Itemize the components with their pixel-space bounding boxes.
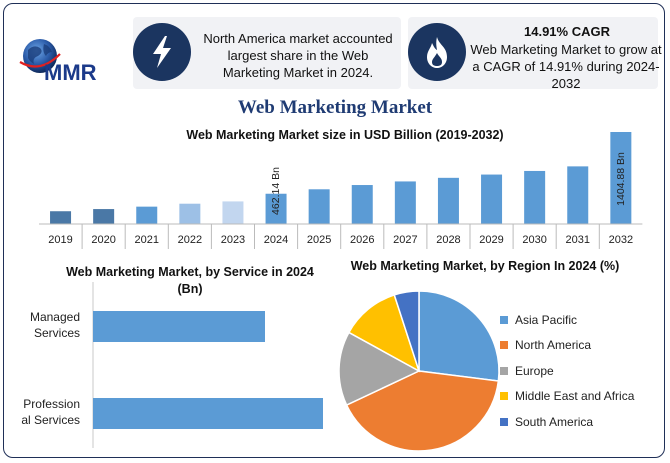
x-tick-2027: 2027 xyxy=(393,234,417,246)
service-label-1-0: Profession xyxy=(23,397,80,411)
bar-2025 xyxy=(308,189,330,224)
x-tick-2028: 2028 xyxy=(436,234,460,246)
region-pie-chart xyxy=(338,290,500,452)
flame-icon xyxy=(408,23,466,81)
pie-legend: Asia Pacific North America Europe Middle Ea… xyxy=(500,307,634,435)
service-label-0-1: Services xyxy=(34,326,80,340)
pie-slice-asia-pacific xyxy=(418,290,500,382)
pie-slice-north-america xyxy=(345,370,500,452)
x-tick-2031: 2031 xyxy=(566,234,590,246)
service-label-0-0: Managed xyxy=(30,310,80,324)
mmr-logo: MMR xyxy=(19,39,97,85)
x-tick-2019: 2019 xyxy=(48,234,72,246)
logo-text: MMR xyxy=(44,60,97,85)
data-label-2032: 1404.88 Bn xyxy=(615,152,627,206)
bar-2026 xyxy=(351,185,373,224)
bar-2032 xyxy=(610,132,632,224)
bar-2031 xyxy=(567,166,589,224)
x-tick-2024: 2024 xyxy=(264,234,288,246)
legend-label: Asia Pacific xyxy=(515,312,578,327)
service-bar-0 xyxy=(93,311,265,342)
bar-2024 xyxy=(265,193,287,224)
legend-label: Middle East and Africa xyxy=(515,389,635,404)
legend-item-north-america: North America xyxy=(500,333,634,359)
x-tick-2022: 2022 xyxy=(178,234,202,246)
bar-2027 xyxy=(394,181,416,224)
x-tick-2020: 2020 xyxy=(91,234,115,246)
x-tick-2029: 2029 xyxy=(479,234,503,246)
service-label-1-1: al Services xyxy=(21,413,80,427)
x-tick-2021: 2021 xyxy=(135,234,159,246)
legend-swatch xyxy=(500,417,508,426)
service-chart-title: Web Marketing Market, by Service in 2024… xyxy=(66,265,314,296)
legend-item-asia-pacific: Asia Pacific xyxy=(500,307,634,333)
pie-chart-title: Web Marketing Market, by Region In 2024 … xyxy=(350,259,620,273)
x-tick-2026: 2026 xyxy=(350,234,374,246)
cagr-heading: 14.91% CAGR xyxy=(524,24,610,39)
market-size-bar-chart: 2019 2020 2021 2022 2023 2024 2025 2026 2027 2028… xyxy=(39,132,643,249)
legend-item-middle-east-and-africa: Middle East and Africa xyxy=(500,384,634,410)
legend-item-south-america: South America xyxy=(500,409,634,435)
globe-icon xyxy=(19,39,61,73)
bar-2023 xyxy=(222,201,244,224)
x-tick-2032: 2032 xyxy=(609,234,633,246)
legend-swatch xyxy=(500,366,508,375)
legend-swatch xyxy=(500,315,508,324)
service-bar-1 xyxy=(93,398,323,429)
legend-swatch xyxy=(500,392,508,401)
bar-2022 xyxy=(179,203,201,224)
legend-swatch xyxy=(500,341,508,350)
main-title: Web Marketing Market xyxy=(237,97,433,118)
lightning-bolt-icon xyxy=(133,23,191,81)
data-label-2024: 462.14 Bn xyxy=(270,167,282,215)
legend-label: South America xyxy=(515,414,594,429)
x-tick-2030: 2030 xyxy=(522,234,546,246)
x-tick-2023: 2023 xyxy=(221,234,245,246)
bar-2019 xyxy=(50,211,72,224)
info-text-cagr: Web Marketing Market to grow at a CAGR o… xyxy=(470,42,662,91)
service-bar-chart: Managed Services Profession al Services xyxy=(21,282,323,448)
bar-2021 xyxy=(136,206,158,224)
bar-2028 xyxy=(437,177,459,224)
info-text-north-america: North America market accounted largest s… xyxy=(203,31,393,80)
legend-label: Europe xyxy=(515,363,554,378)
pie-slice-middle-east-and-africa xyxy=(347,293,421,373)
pie-slice-south-america xyxy=(393,290,420,372)
legend-item-europe: Europe xyxy=(500,358,634,384)
bar-2030 xyxy=(524,170,546,224)
bar-chart-title: Web Marketing Market size in USD Billion… xyxy=(186,128,504,142)
x-tick-2025: 2025 xyxy=(307,234,331,246)
legend-label: North America xyxy=(515,338,592,353)
pie-slice-europe xyxy=(338,331,421,407)
bar-2020 xyxy=(93,209,115,224)
bar-2029 xyxy=(481,174,503,224)
